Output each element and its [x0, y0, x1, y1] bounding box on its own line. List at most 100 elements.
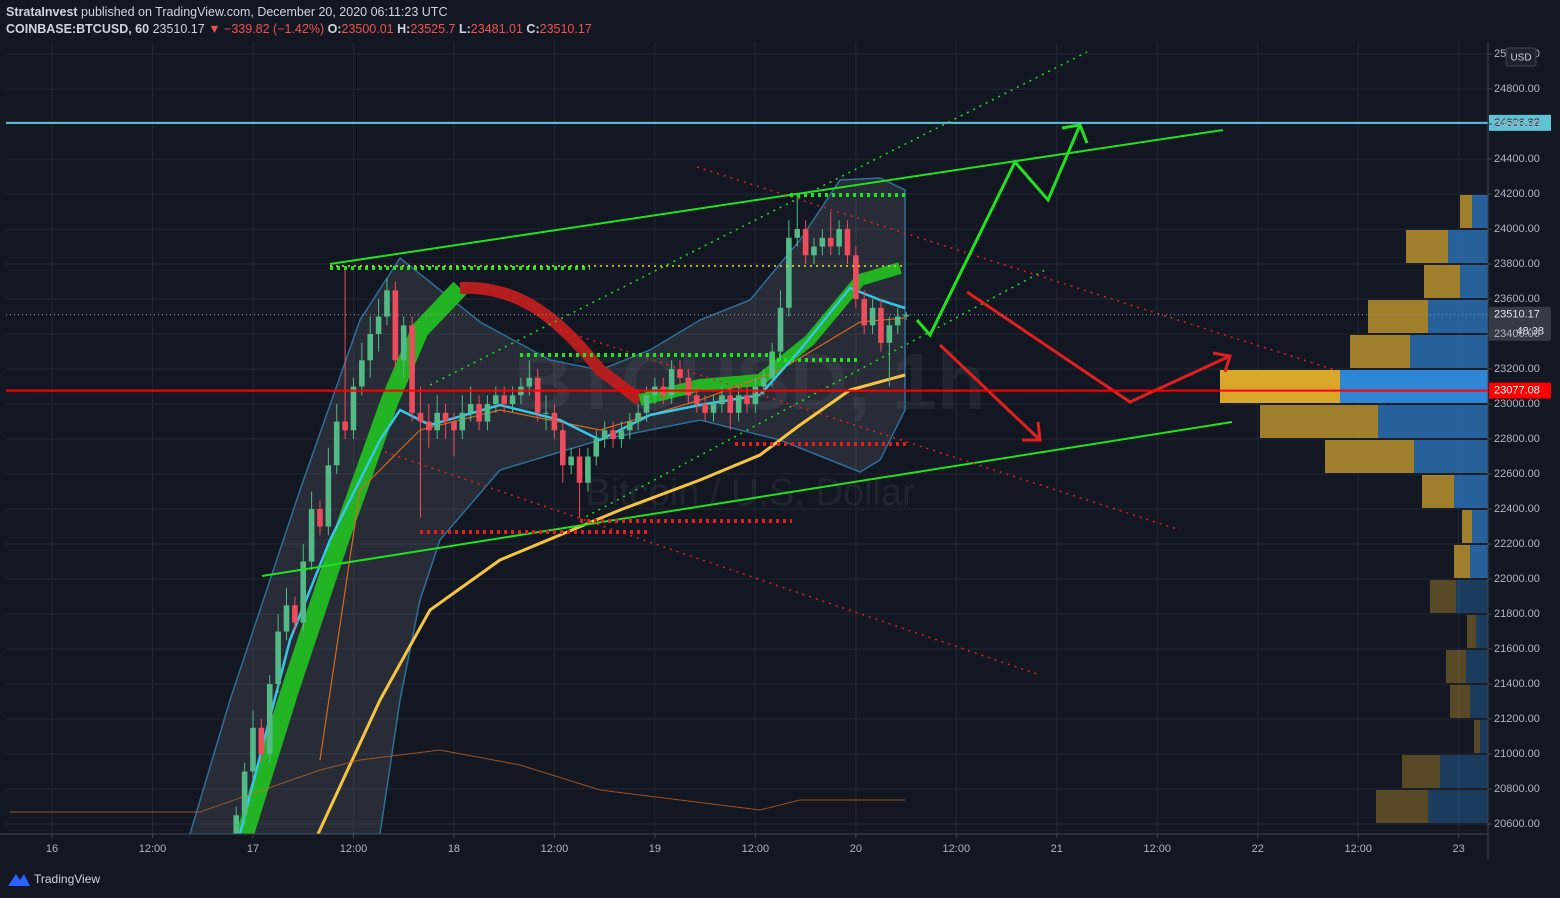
candle-body [635, 412, 641, 422]
profile-sell [1368, 300, 1428, 333]
x-tick-label: 20 [850, 843, 862, 855]
y-tick-label: 21800.00 [1494, 608, 1540, 620]
candle-body [375, 316, 382, 335]
y-tick-label: 20600.00 [1494, 818, 1540, 830]
projection-arrow [966, 290, 1231, 404]
profile-buy [1448, 230, 1488, 263]
candle-body [342, 421, 348, 431]
y-tick-label: 21600.00 [1494, 643, 1540, 655]
candle-body [250, 727, 256, 772]
candle-body [509, 395, 516, 405]
candle-body [493, 395, 499, 405]
candle-body [786, 237, 792, 308]
profile-sell [1376, 790, 1428, 823]
x-tick-label: 23 [1453, 843, 1465, 855]
x-tick-label: 18 [448, 843, 460, 855]
candle-body [484, 404, 491, 422]
horizontal-lines: 24606.82 23077.08 23510.17 48:38 [6, 114, 1551, 399]
trend-line [261, 421, 1233, 577]
candle-body [317, 509, 323, 527]
candle-body [819, 237, 826, 247]
open-value: 23500.01 [341, 22, 393, 36]
profile-buy [1472, 510, 1488, 543]
y-tick-label: 23000.00 [1494, 398, 1540, 410]
candle-body [769, 351, 775, 378]
countdown: 48:38 [1516, 326, 1544, 338]
watermark-subtitle: Bitcoin / U.S. Dollar [585, 472, 915, 514]
y-tick-label: 21000.00 [1494, 748, 1540, 760]
candles [233, 194, 909, 834]
candle-body [543, 412, 549, 414]
author: StrataInvest [6, 5, 78, 19]
x-tick-label: 16 [46, 843, 58, 855]
candle-body [610, 430, 616, 440]
candle-body [886, 325, 893, 343]
y-tick-label: 24400.00 [1494, 153, 1540, 165]
x-tick-label: 22 [1252, 843, 1264, 855]
candle-body [459, 412, 466, 431]
candle-body [869, 307, 876, 326]
candle-body [467, 404, 474, 413]
volume-profile [1220, 195, 1488, 823]
profile-sell [1450, 685, 1470, 718]
projection-arrow [915, 124, 1082, 338]
y-tick-label: 22200.00 [1494, 538, 1540, 550]
x-tick-label: 12:00 [742, 843, 770, 855]
candle-body [853, 255, 859, 300]
candle-body [618, 430, 625, 440]
profile-buy [1470, 685, 1488, 718]
y-tick-label: 22600.00 [1494, 468, 1540, 480]
profile-sell [1462, 510, 1472, 543]
candle-body [233, 815, 240, 834]
candle-body [752, 386, 759, 405]
moving-average [316, 373, 906, 834]
candle-body [275, 631, 281, 685]
profile-buy [1470, 545, 1488, 578]
candle-body [685, 377, 692, 396]
candle-body [861, 299, 868, 326]
y-tick-label: 22000.00 [1494, 573, 1540, 585]
candle-body [811, 246, 817, 256]
price-label-box [1489, 114, 1551, 131]
candle-body [426, 421, 432, 431]
x-tick-label: 21 [1051, 843, 1063, 855]
candle-body [844, 229, 851, 256]
y-tick-label: 22800.00 [1494, 433, 1540, 445]
candle-body [802, 229, 809, 256]
candle-body [794, 229, 801, 238]
candle-body [417, 412, 424, 422]
candle-body [576, 456, 583, 483]
candle-body [777, 307, 784, 352]
profile-sell [1430, 580, 1456, 613]
profile-sell [1460, 195, 1472, 228]
profile-buy [1378, 405, 1488, 438]
profile-sell [1424, 265, 1460, 298]
candle-body [258, 727, 265, 755]
price-label: 23510.17 [1494, 309, 1540, 321]
c-label: C: [526, 22, 539, 36]
published: published on TradingView.com, December 2… [81, 5, 447, 19]
candle-body [693, 395, 700, 405]
x-tick-label: 19 [649, 843, 661, 855]
candle-body [668, 369, 675, 396]
profile-buy [1480, 720, 1488, 753]
moving-average [319, 317, 906, 761]
candle-body [551, 412, 558, 431]
close-value: 23510.17 [540, 22, 592, 36]
volume-average [10, 749, 905, 813]
y-tick-label: 24600.00 [1494, 118, 1540, 130]
y-tick-label: 22400.00 [1494, 503, 1540, 515]
candle-body [300, 561, 307, 623]
candle-body [409, 325, 415, 413]
logo [8, 874, 30, 886]
candle-body [878, 307, 884, 343]
candle-body [836, 229, 842, 247]
candle-body [501, 395, 507, 405]
y-tick-label: 23200.00 [1494, 363, 1540, 375]
price-label-box [1489, 306, 1551, 341]
change: ▼ −339.82 (−1.42%) [208, 22, 324, 36]
drawings [261, 51, 1336, 676]
arrow-head [1212, 351, 1232, 373]
price-label-box [1489, 382, 1551, 399]
